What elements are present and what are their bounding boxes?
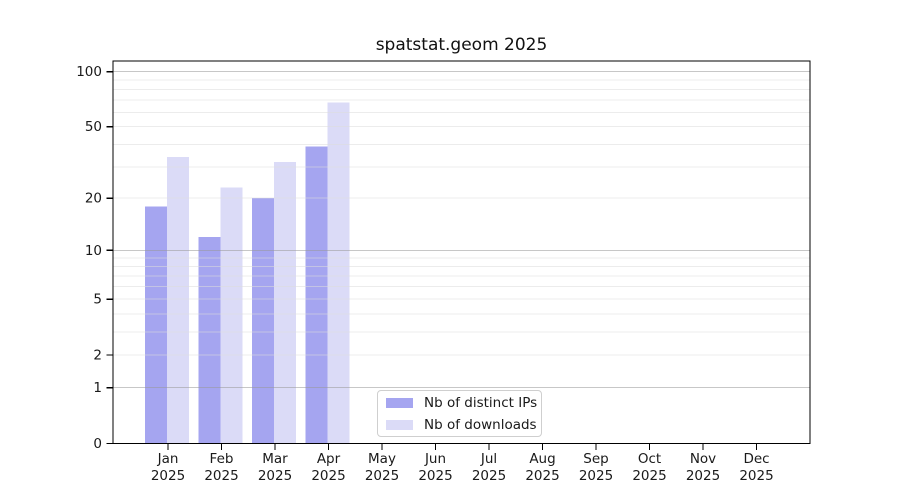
x-tick-label-month: Jan xyxy=(157,451,179,467)
x-tick-label-year: 2025 xyxy=(739,468,773,484)
y-tick-label: 10 xyxy=(85,243,102,259)
x-tick-label-month: Sep xyxy=(583,451,608,467)
chart-title: spatstat.geom 2025 xyxy=(375,35,548,55)
x-tick-label-year: 2025 xyxy=(311,468,345,484)
bar-jan-ips xyxy=(145,206,167,444)
bar-mar-downloads xyxy=(274,161,296,444)
x-tick-label-month: Jun xyxy=(424,451,446,467)
x-tick-label-month: Apr xyxy=(317,451,341,467)
x-tick-label-year: 2025 xyxy=(632,468,666,484)
axis-frame xyxy=(112,60,811,445)
bar-apr-downloads xyxy=(327,102,350,444)
legend-swatch-distinct-ips xyxy=(386,397,413,408)
bar-apr-ips xyxy=(305,146,328,444)
y-tick-label: 50 xyxy=(85,119,102,135)
x-tick-label-year: 2025 xyxy=(151,468,185,484)
x-tick-label-year: 2025 xyxy=(579,468,613,484)
legend-item-downloads: Nb of downloads xyxy=(386,415,541,434)
legend-label-downloads: Nb of downloads xyxy=(424,416,537,433)
x-tick-label-month: Dec xyxy=(743,451,769,467)
y-tick-label: 2 xyxy=(93,348,102,364)
bar-feb-ips xyxy=(198,236,221,444)
legend-item-distinct-ips: Nb of distinct IPs xyxy=(386,393,541,412)
legend: Nb of distinct IPs Nb of downloads xyxy=(377,390,542,437)
x-tick-label-month: Jul xyxy=(480,451,497,467)
legend-swatch-downloads xyxy=(386,419,413,430)
x-tick-label-year: 2025 xyxy=(472,468,506,484)
x-tick-label-year: 2025 xyxy=(204,468,238,484)
x-tick-label-month: Feb xyxy=(210,451,234,467)
y-tick-label: 100 xyxy=(76,64,102,80)
x-tick-label-year: 2025 xyxy=(525,468,559,484)
x-tick-label-year: 2025 xyxy=(258,468,292,484)
x-tick-label-month: Aug xyxy=(529,451,555,467)
x-tick-label-month: Nov xyxy=(690,451,716,467)
y-tick-label: 5 xyxy=(93,292,102,308)
x-tick-label-year: 2025 xyxy=(418,468,452,484)
y-tick-label: 1 xyxy=(93,380,102,396)
x-tick-label-month: May xyxy=(368,451,396,467)
bar-mar-ips xyxy=(252,198,274,444)
x-tick-label-year: 2025 xyxy=(365,468,399,484)
y-tick-label: 0 xyxy=(93,436,102,452)
x-tick-label-year: 2025 xyxy=(686,468,720,484)
x-tick-label-month: Mar xyxy=(262,451,288,467)
x-tick-label-month: Oct xyxy=(638,451,661,467)
y-tick-label: 20 xyxy=(85,191,102,207)
bar-jan-downloads xyxy=(167,157,189,444)
legend-label-distinct-ips: Nb of distinct IPs xyxy=(424,394,538,411)
bar-feb-downloads xyxy=(220,187,243,444)
